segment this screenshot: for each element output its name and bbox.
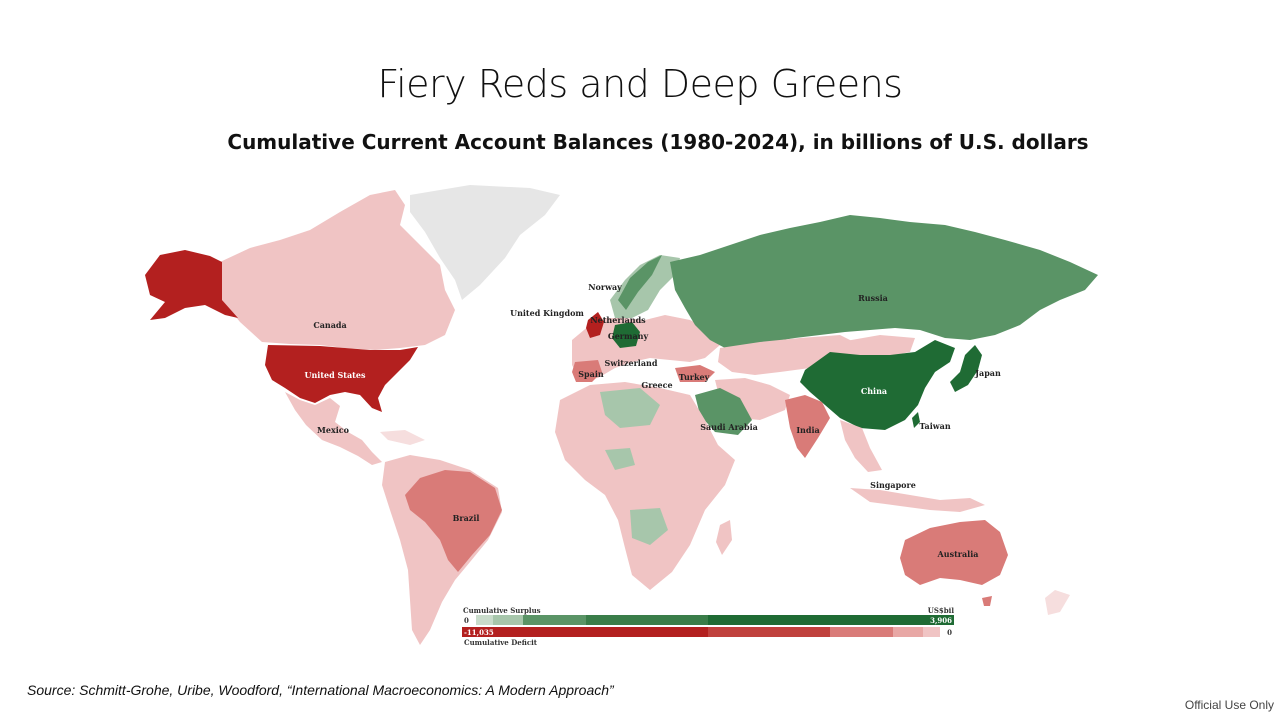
label-taiwan: Taiwan bbox=[919, 421, 950, 431]
europe-region bbox=[572, 315, 720, 380]
legend-surplus-swatch-2 bbox=[493, 615, 523, 625]
spain-region bbox=[572, 360, 602, 382]
legend-surplus-max: 3,906 bbox=[930, 616, 952, 625]
label-turkey: Turkey bbox=[679, 372, 710, 382]
canada-region bbox=[220, 190, 455, 350]
legend-deficit-swatch-3 bbox=[830, 627, 893, 637]
label-greece: Greece bbox=[641, 380, 672, 390]
brazil-region bbox=[405, 470, 502, 572]
india-region bbox=[785, 395, 830, 458]
source-citation: Source: Schmitt-Grohe, Uribe, Woodford, … bbox=[27, 682, 614, 698]
label-singapore: Singapore bbox=[870, 480, 916, 490]
label-china: China bbox=[861, 386, 887, 396]
legend-surplus-min: 0 bbox=[464, 616, 469, 625]
legend-surplus-swatch-5 bbox=[708, 615, 954, 625]
united-states-region bbox=[265, 345, 418, 412]
legend-deficit-swatch-1 bbox=[462, 627, 708, 637]
africa-region bbox=[555, 382, 735, 590]
label-spain: Spain bbox=[578, 369, 604, 379]
label-russia: Russia bbox=[858, 293, 888, 303]
nigeria-region bbox=[605, 448, 635, 470]
slide-subtitle: Cumulative Current Account Balances (198… bbox=[227, 130, 1089, 154]
legend-deficit-min: -11,035 bbox=[464, 628, 494, 637]
legend-deficit-max: 0 bbox=[947, 628, 952, 637]
label-australia: Australia bbox=[937, 549, 979, 559]
russia-region bbox=[670, 215, 1098, 348]
label-india: India bbox=[796, 425, 819, 435]
algeria-region bbox=[600, 388, 660, 428]
united-kingdom-region bbox=[586, 312, 604, 338]
label-canada: Canada bbox=[313, 320, 346, 330]
tasmania-region bbox=[982, 596, 992, 606]
label-norway: Norway bbox=[588, 282, 622, 292]
mongolia-region bbox=[840, 335, 915, 358]
label-japan: Japan bbox=[974, 368, 1001, 378]
slide-title: Fiery Reds and Deep Greens bbox=[377, 62, 903, 106]
label-netherlands: Netherlands bbox=[590, 315, 646, 325]
new-zealand-region bbox=[1045, 590, 1070, 615]
legend-surplus-swatch-1 bbox=[476, 615, 493, 625]
australia-region bbox=[900, 520, 1008, 585]
central-asia-region bbox=[718, 335, 860, 375]
label-saudi-arabia: Saudi Arabia bbox=[700, 422, 758, 432]
madagascar-region bbox=[716, 520, 732, 555]
classification-label: Official Use Only bbox=[1184, 698, 1274, 712]
label-united-states: United States bbox=[305, 370, 366, 380]
greenland-region bbox=[410, 185, 560, 300]
caribbean-region bbox=[380, 430, 425, 445]
japan-region bbox=[950, 345, 982, 392]
angola-region bbox=[630, 508, 668, 545]
norway-region bbox=[618, 255, 662, 310]
legend-surplus-swatch-4 bbox=[586, 615, 708, 625]
label-united-kingdom: United Kingdom bbox=[510, 308, 584, 318]
indonesia-region bbox=[850, 488, 985, 512]
legend-unit: US$bil bbox=[928, 606, 955, 615]
china-region bbox=[800, 340, 955, 430]
germany-region bbox=[612, 322, 640, 348]
legend: Cumulative Surplus US$bil 0 3,906 -11,03… bbox=[462, 606, 954, 647]
turkey-region bbox=[675, 365, 715, 382]
label-germany: Germany bbox=[608, 331, 649, 341]
mexico-region bbox=[285, 392, 382, 465]
taiwan-region bbox=[912, 412, 920, 428]
alaska-region bbox=[145, 250, 238, 320]
legend-deficit-swatch-4 bbox=[893, 627, 923, 637]
legend-surplus-swatch-3 bbox=[523, 615, 586, 625]
southeast-asia-region bbox=[840, 420, 882, 472]
label-mexico: Mexico bbox=[317, 425, 350, 435]
legend-deficit-label: Cumulative Deficit bbox=[464, 638, 538, 647]
legend-surplus-label: Cumulative Surplus bbox=[463, 606, 541, 615]
label-switzerland: Switzerland bbox=[605, 358, 658, 368]
saudi-arabia-region bbox=[695, 388, 752, 435]
label-brazil: Brazil bbox=[453, 513, 480, 523]
legend-deficit-swatch-5 bbox=[923, 627, 940, 637]
legend-deficit-swatch-2 bbox=[708, 627, 830, 637]
